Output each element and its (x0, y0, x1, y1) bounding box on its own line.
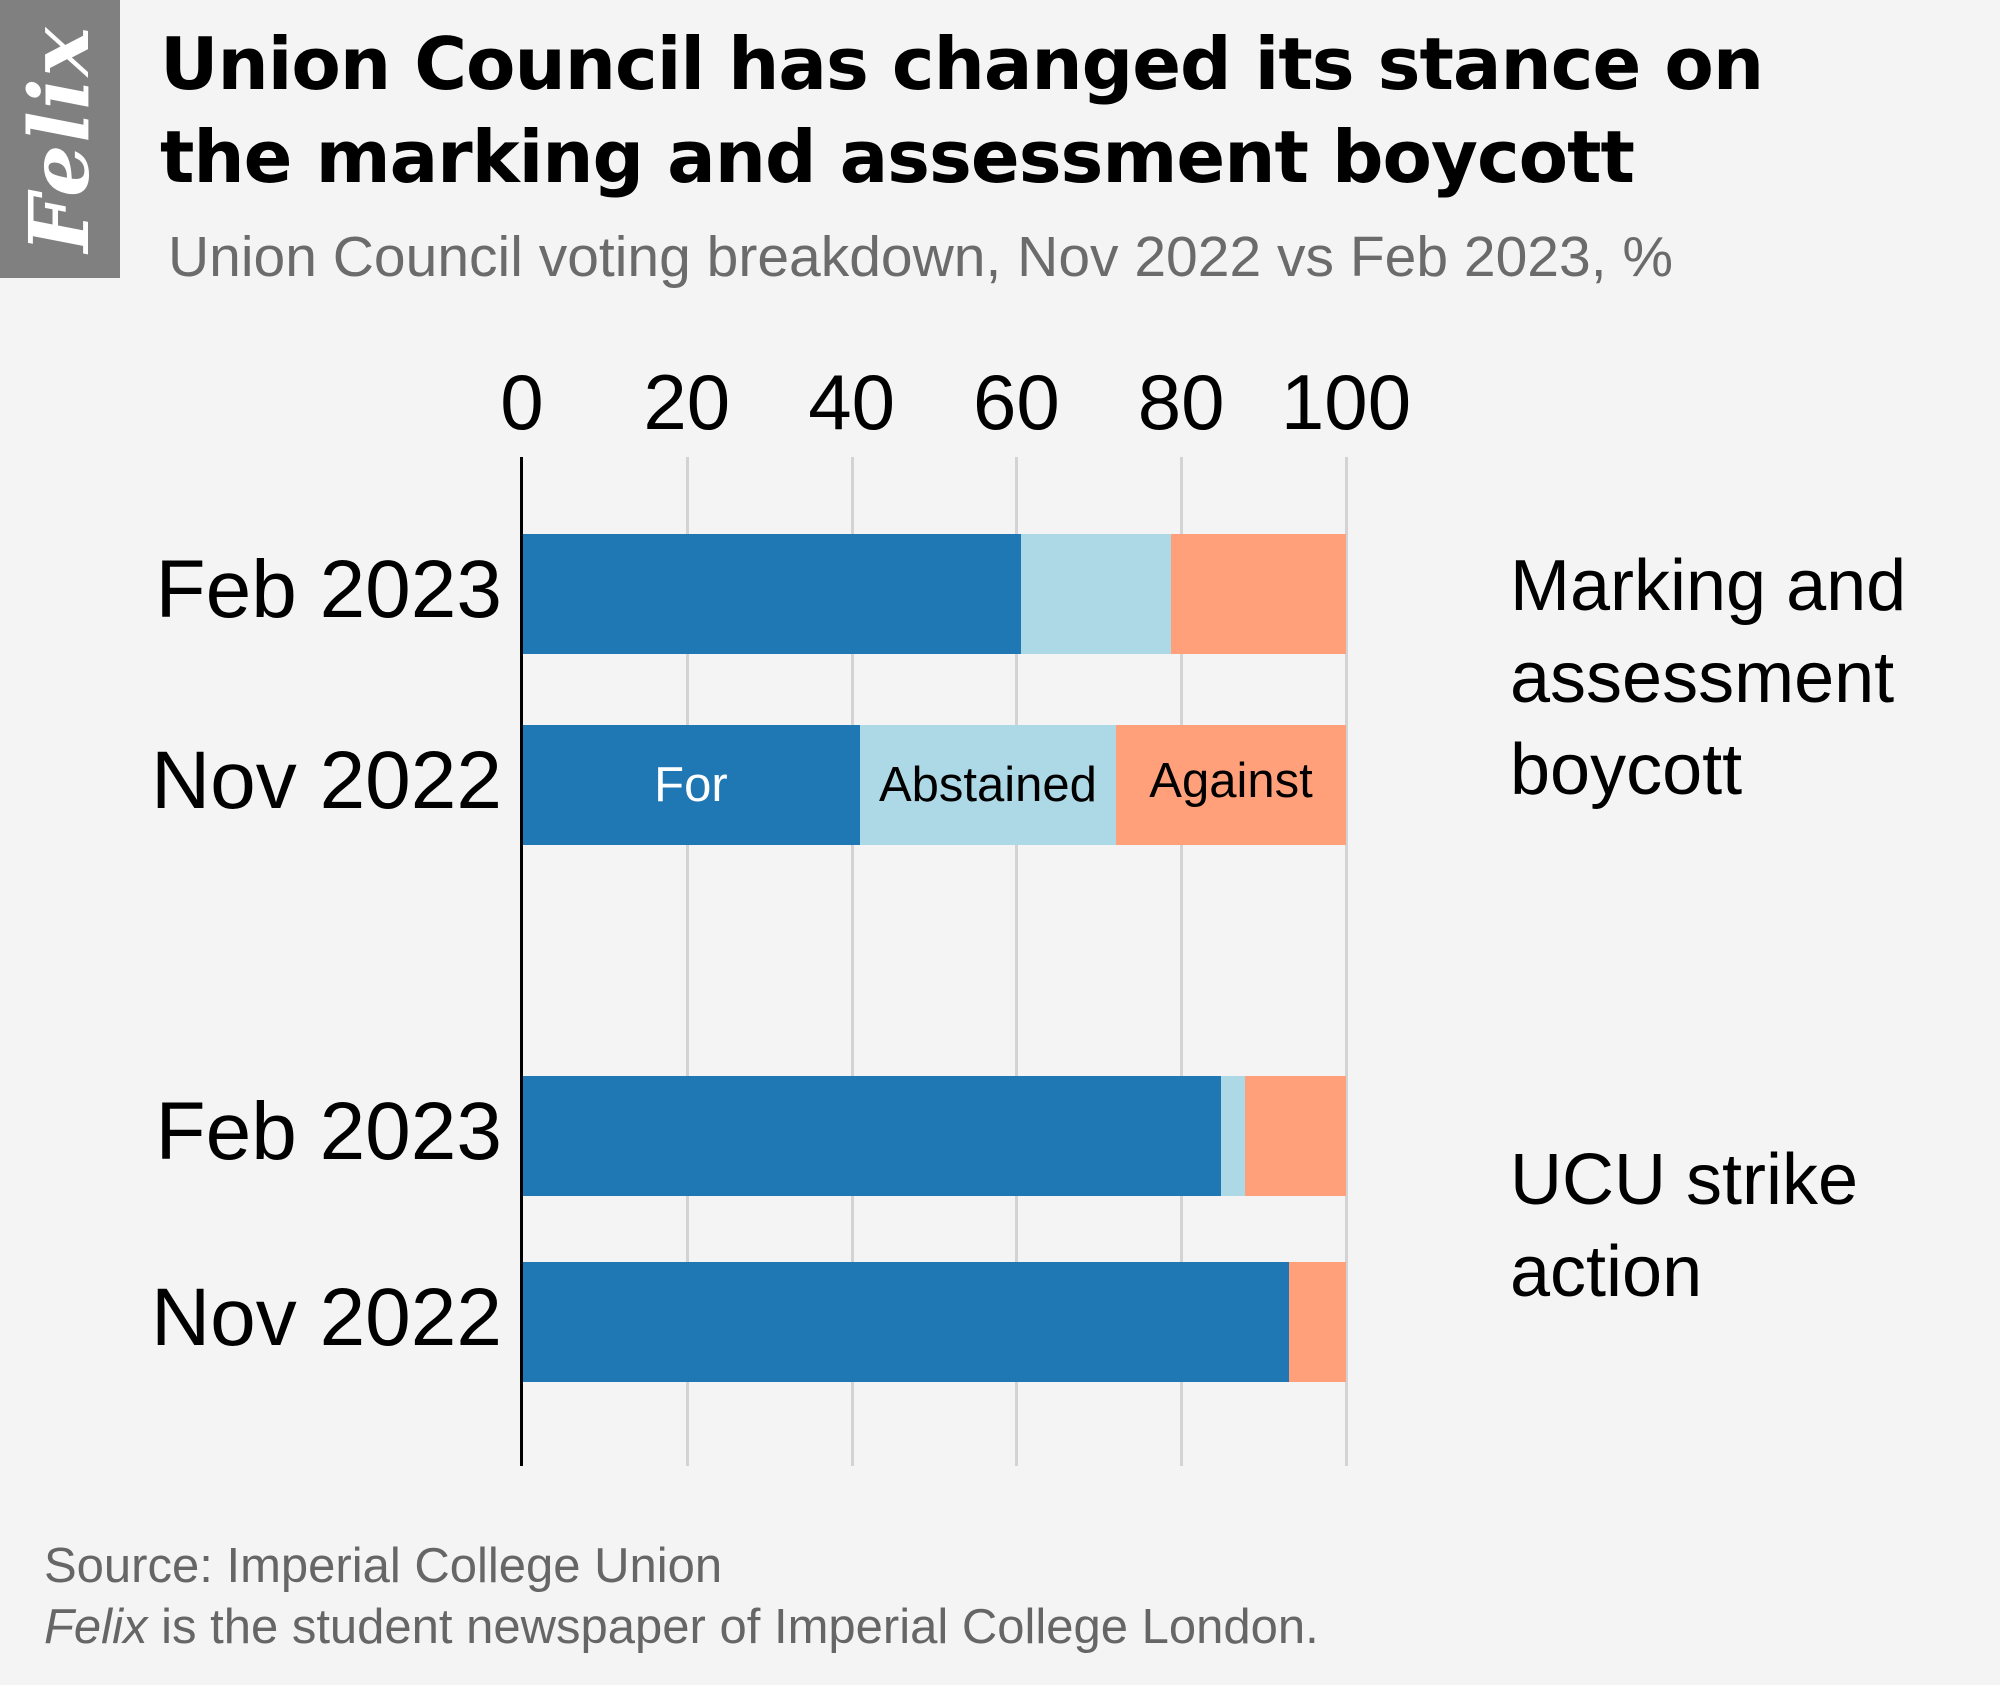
x-tick-label: 80 (1137, 358, 1225, 446)
gridline (1015, 457, 1019, 1466)
legend-label-abstained: Abstained (878, 758, 1097, 812)
chart-title-line-2: the marking and assessment boycott (160, 115, 1635, 199)
stacked-bar: For Abstained Against (522, 725, 1346, 845)
footer: Source: Imperial College Union Felix is … (44, 1536, 1319, 1658)
x-tick-label: 20 (643, 358, 731, 446)
group-label-line: Marking and (1510, 546, 1907, 626)
bar-segment-for (522, 534, 1022, 654)
bar-segment-against: Against (1116, 725, 1346, 845)
category-label: Feb 2023 (155, 544, 503, 635)
bar-segment-against (1289, 1262, 1346, 1382)
group-label-line: UCU strike (1510, 1140, 1859, 1220)
bar-segment-abstained: Abstained (859, 725, 1117, 845)
felix-logo-text: Felix (12, 25, 108, 253)
y-axis-line (520, 457, 523, 1466)
chart-title: Union Council has changed its stance on … (160, 18, 1960, 204)
x-tick-label: 100 (1280, 358, 1412, 446)
bar-segment-abstained (1220, 1076, 1246, 1196)
felix-logo: Felix (0, 0, 120, 278)
source-note: Source: Imperial College Union (44, 1539, 723, 1593)
bar-segment-against (1171, 534, 1346, 654)
gridline (1180, 457, 1184, 1466)
x-tick-label: 60 (973, 358, 1060, 446)
x-tick-label: 40 (808, 358, 895, 446)
group-label: UCU strike action (1510, 1134, 1858, 1318)
gridline (850, 457, 854, 1466)
credit-rest: is the student newspaper of Imperial Col… (147, 1600, 1319, 1654)
legend-label-for: For (654, 758, 728, 812)
gridline (685, 457, 689, 1466)
credit-name: Felix (44, 1600, 148, 1654)
bar-segment-abstained (1021, 534, 1172, 654)
x-tick-label: 0 (500, 358, 544, 446)
bar-segment-for (522, 1262, 1290, 1382)
bar-segment-for: For (522, 725, 860, 845)
group-label-line: boycott (1510, 730, 1743, 810)
legend-label-against: Against (1149, 754, 1313, 808)
group-label: Marking and assessment boycott (1510, 540, 1906, 816)
bar-segment-against (1245, 1076, 1346, 1196)
bar-segment-for (522, 1076, 1221, 1196)
group-label-line: assessment (1510, 638, 1895, 718)
category-label: Feb 2023 (155, 1086, 503, 1177)
stacked-bar (522, 534, 1346, 654)
stacked-bar (522, 1076, 1346, 1196)
chart-title-line-1: Union Council has changed its stance on (160, 22, 1764, 106)
category-label: Nov 2022 (150, 1272, 502, 1363)
credit-note: Felix is the student newspaper of Imperi… (44, 1597, 1319, 1658)
group-label-line: action (1510, 1232, 1703, 1312)
category-label: Nov 2022 (150, 735, 502, 826)
chart-subtitle: Union Council voting breakdown, Nov 2022… (168, 225, 1674, 289)
gridline (1345, 457, 1348, 1466)
stacked-bar (522, 1262, 1346, 1382)
